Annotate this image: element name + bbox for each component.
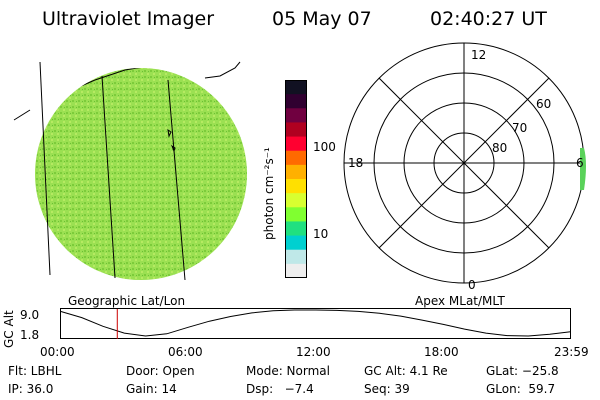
colorbar-segment (285, 221, 307, 237)
info-glat: GLat: −25.8 (486, 364, 559, 378)
colorbar-segment (285, 235, 307, 251)
info-gcalt: GC Alt: 4.1 Re (364, 364, 448, 378)
colorbar-segment (285, 136, 307, 152)
colorbar-segment (285, 122, 307, 138)
polar-plot: 12 0 18 6 60 70 80 (343, 42, 586, 290)
colorbar-unit-label: photon cm⁻²s⁻¹ (262, 147, 276, 240)
x-tick-2: 12:00 (296, 345, 331, 359)
info-dsp: Dsp: −7.4 (246, 382, 314, 396)
earth-disk (35, 68, 247, 280)
info-ip: IP: 36.0 (8, 382, 54, 396)
color-scale-bar (285, 80, 307, 279)
info-gain: Gain: 14 (126, 382, 177, 396)
polar-label-left: 18 (348, 156, 363, 170)
island-outline (167, 128, 176, 153)
polar-lat-label-60: 60 (536, 97, 551, 111)
date-label: 05 May 07 (272, 8, 372, 30)
info-mode: Mode: Normal (246, 364, 330, 378)
gc-alt-axis-title: GC Alt (2, 310, 16, 348)
longitude-line (167, 79, 186, 281)
colorbar-segment (285, 193, 307, 208)
colorbar-segment (285, 207, 307, 222)
polar-label-right: 6 (576, 156, 584, 170)
app-title: Ultraviolet Imager (42, 8, 215, 30)
colorbar-segment (285, 150, 307, 166)
coastline-outside (13, 61, 241, 121)
altitude-curve (60, 309, 571, 337)
colorbar-tick-100: 100 (313, 140, 336, 154)
x-tick-4: 23:59 (554, 345, 589, 359)
colorbar-segment (285, 249, 307, 265)
y-tick-low: 1.8 (20, 328, 40, 342)
longitude-line (101, 75, 116, 279)
info-seq: Seq: 39 (364, 382, 410, 396)
x-tick-1: 06:00 (168, 345, 203, 359)
y-tick-high: 9.0 (20, 308, 40, 322)
longitude-line (39, 61, 51, 276)
polar-label-bottom: 0 (468, 278, 476, 290)
colorbar-segment (285, 179, 307, 194)
polar-label-top: 12 (471, 48, 486, 62)
info-flt: Flt: LBHL (8, 364, 62, 378)
colorbar-segment (285, 108, 307, 123)
polar-lat-label-70: 70 (512, 121, 527, 135)
colorbar-segment (285, 164, 307, 180)
colorbar-tick-10: 10 (313, 227, 329, 241)
altitude-timeline (60, 308, 571, 339)
x-tick-3: 18:00 (424, 345, 459, 359)
info-glon: GLon: 59.7 (486, 382, 556, 396)
aurora-patch (580, 148, 586, 190)
apex-caption: Apex MLat/MLT (415, 294, 505, 308)
polar-lat-label-80: 80 (492, 141, 507, 155)
colorbar-segment (285, 263, 307, 279)
colorbar-segment (285, 94, 307, 109)
x-tick-0: 00:00 (40, 345, 75, 359)
info-door: Door: Open (126, 364, 195, 378)
geographic-image (13, 61, 247, 281)
colorbar-segment (285, 80, 307, 95)
geographic-caption: Geographic Lat/Lon (68, 294, 186, 308)
time-label: 02:40:27 UT (430, 8, 547, 30)
